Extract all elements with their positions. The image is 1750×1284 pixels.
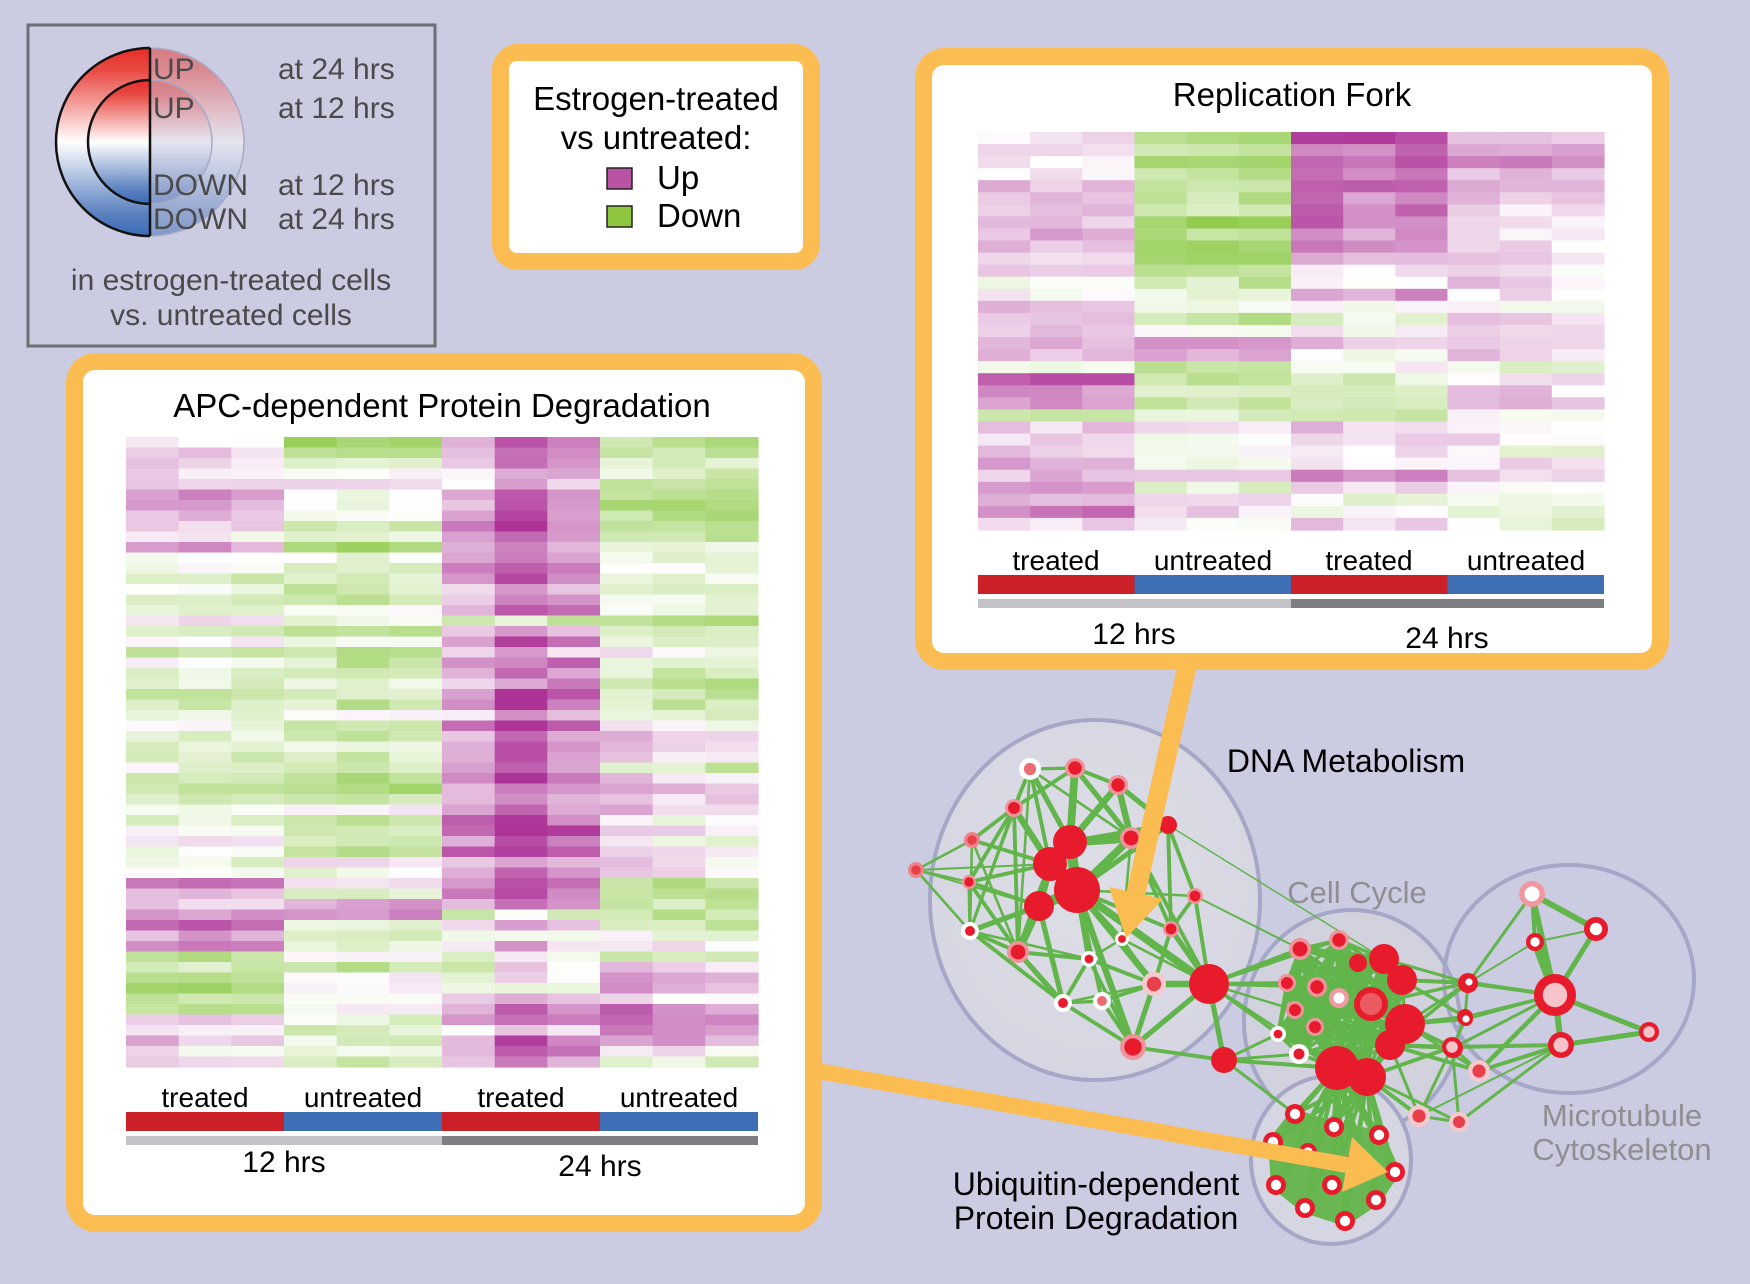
svg-text:APC-dependent Protein Degradat: APC-dependent Protein Degradation (173, 387, 711, 424)
svg-text:Cell Cycle: Cell Cycle (1287, 875, 1427, 910)
svg-text:untreated: untreated (1467, 545, 1585, 576)
svg-text:Cytoskeleton: Cytoskeleton (1532, 1132, 1711, 1167)
svg-text:vs. untreated cells: vs. untreated cells (110, 299, 352, 332)
svg-text:treated: treated (477, 1082, 564, 1113)
svg-text:24 hrs: 24 hrs (558, 1150, 641, 1183)
svg-text:Up: Up (657, 159, 699, 196)
svg-text:treated: treated (1325, 545, 1412, 576)
svg-text:at 24 hrs: at 24 hrs (278, 53, 395, 86)
svg-text:UP: UP (153, 92, 195, 125)
svg-text:untreated: untreated (620, 1082, 738, 1113)
svg-text:DNA Metabolism: DNA Metabolism (1227, 743, 1465, 779)
svg-text:Protein Degradation: Protein Degradation (954, 1200, 1239, 1236)
svg-text:12 hrs: 12 hrs (242, 1146, 325, 1179)
svg-text:vs untreated:: vs untreated: (561, 119, 752, 156)
svg-text:UP: UP (153, 53, 195, 86)
svg-text:Ubiquitin-dependent: Ubiquitin-dependent (953, 1166, 1240, 1202)
svg-text:Microtubule: Microtubule (1542, 1098, 1702, 1133)
svg-text:at 12 hrs: at 12 hrs (278, 92, 395, 125)
svg-text:untreated: untreated (1154, 545, 1272, 576)
svg-text:in estrogen-treated cells: in estrogen-treated cells (71, 264, 391, 297)
svg-text:treated: treated (161, 1082, 248, 1113)
svg-text:Down: Down (657, 197, 741, 234)
svg-text:DOWN: DOWN (153, 169, 248, 202)
svg-text:DOWN: DOWN (153, 203, 248, 236)
svg-text:Estrogen-treated: Estrogen-treated (533, 80, 779, 117)
svg-text:at 12 hrs: at 12 hrs (278, 169, 395, 202)
svg-text:treated: treated (1012, 545, 1099, 576)
svg-text:untreated: untreated (304, 1082, 422, 1113)
svg-text:Replication Fork: Replication Fork (1173, 76, 1412, 113)
svg-text:12 hrs: 12 hrs (1092, 618, 1175, 651)
svg-text:at 24 hrs: at 24 hrs (278, 203, 395, 236)
svg-text:24 hrs: 24 hrs (1405, 622, 1488, 655)
